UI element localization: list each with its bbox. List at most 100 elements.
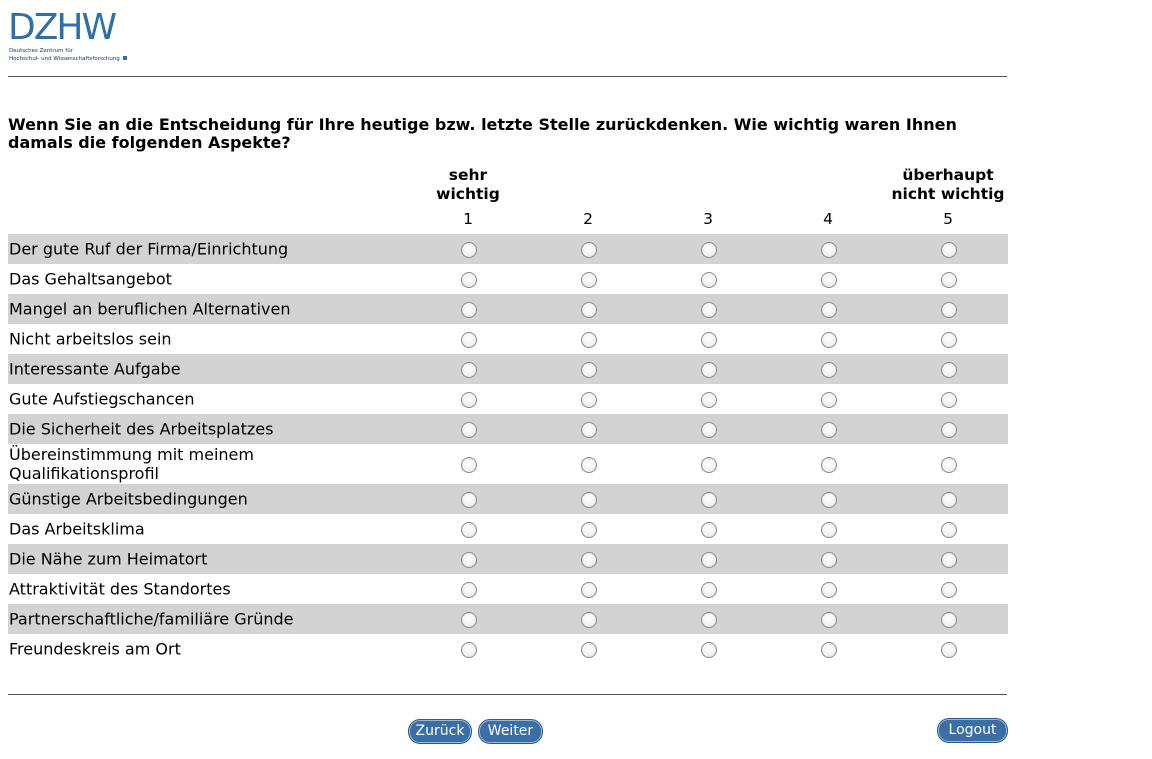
rating-radio-4[interactable]	[821, 457, 837, 473]
row-label: Mangel an beruflichen Alternativen	[9, 299, 291, 319]
rating-radio-2[interactable]	[581, 492, 597, 508]
question-text: Wenn Sie an die Entscheidung für Ihre he…	[8, 115, 957, 152]
scale-low-label: überhaupt nicht wichtig	[891, 166, 1005, 203]
rating-radio-2[interactable]	[581, 582, 597, 598]
rating-radio-1[interactable]	[461, 242, 477, 258]
row-label: Günstige Arbeitsbedingungen	[9, 489, 248, 509]
rating-radio-1[interactable]	[461, 332, 477, 348]
rating-radio-3[interactable]	[701, 362, 717, 378]
rating-radio-3[interactable]	[701, 242, 717, 258]
rating-radio-1[interactable]	[461, 522, 477, 538]
matrix-row: Partnerschaftliche/familiäre Gründe	[8, 604, 1008, 634]
back-button[interactable]: Zurück	[409, 720, 471, 743]
rating-radio-1[interactable]	[461, 552, 477, 568]
rating-radio-5[interactable]	[941, 422, 957, 438]
rating-radio-2[interactable]	[581, 272, 597, 288]
rating-radio-1[interactable]	[461, 272, 477, 288]
rating-radio-1[interactable]	[461, 362, 477, 378]
rating-radio-1[interactable]	[461, 392, 477, 408]
row-label: Partnerschaftliche/familiäre Gründe	[9, 609, 294, 629]
rating-radio-2[interactable]	[581, 552, 597, 568]
rating-radio-1[interactable]	[461, 612, 477, 628]
next-button[interactable]: Weiter	[479, 720, 542, 743]
matrix-row: Die Nähe zum Heimatort	[8, 544, 1008, 574]
rating-radio-4[interactable]	[821, 242, 837, 258]
logo-subtitle-line2: Hochschul- und Wissenschaftsforschung	[9, 55, 120, 62]
rating-radio-4[interactable]	[821, 332, 837, 348]
footer-divider	[8, 694, 1007, 695]
rating-radio-2[interactable]	[581, 362, 597, 378]
rating-radio-5[interactable]	[941, 332, 957, 348]
rating-radio-1[interactable]	[461, 492, 477, 508]
rating-radio-4[interactable]	[821, 492, 837, 508]
rating-radio-5[interactable]	[941, 492, 957, 508]
rating-radio-2[interactable]	[581, 302, 597, 318]
rating-radio-3[interactable]	[701, 457, 717, 473]
dzhw-logo: DZHW Deutsches Zentrum für Hochschul- un…	[8, 10, 140, 66]
rating-radio-3[interactable]	[701, 582, 717, 598]
rating-radio-4[interactable]	[821, 272, 837, 288]
rating-radio-4[interactable]	[821, 612, 837, 628]
rating-radio-3[interactable]	[701, 552, 717, 568]
rating-radio-5[interactable]	[941, 642, 957, 658]
rating-radio-4[interactable]	[821, 582, 837, 598]
rating-radio-5[interactable]	[941, 522, 957, 538]
matrix-row: Die Sicherheit des Arbeitsplatzes	[8, 414, 1008, 444]
rating-radio-3[interactable]	[701, 332, 717, 348]
rating-radio-5[interactable]	[941, 552, 957, 568]
row-label: Die Nähe zum Heimatort	[9, 549, 208, 569]
rating-radio-5[interactable]	[941, 457, 957, 473]
rating-radio-5[interactable]	[941, 392, 957, 408]
rating-radio-2[interactable]	[581, 642, 597, 658]
scale-number-4: 4	[823, 210, 833, 228]
rating-radio-4[interactable]	[821, 642, 837, 658]
rating-radio-1[interactable]	[461, 422, 477, 438]
rating-radio-2[interactable]	[581, 522, 597, 538]
rating-radio-4[interactable]	[821, 552, 837, 568]
rating-radio-5[interactable]	[941, 612, 957, 628]
rating-radio-3[interactable]	[701, 492, 717, 508]
rating-radio-2[interactable]	[581, 242, 597, 258]
rating-radio-5[interactable]	[941, 302, 957, 318]
rating-radio-3[interactable]	[701, 612, 717, 628]
rating-radio-3[interactable]	[701, 392, 717, 408]
rating-matrix: Der gute Ruf der Firma/Einrichtung Das Ge…	[8, 234, 1008, 664]
rating-radio-1[interactable]	[461, 642, 477, 658]
rating-radio-5[interactable]	[941, 242, 957, 258]
rating-radio-3[interactable]	[701, 272, 717, 288]
row-label: Gute Aufstiegschancen	[9, 389, 195, 409]
matrix-row: Attraktivität des Standortes	[8, 574, 1008, 604]
scale-number-5: 5	[943, 210, 953, 228]
rating-radio-3[interactable]	[701, 642, 717, 658]
rating-radio-3[interactable]	[701, 522, 717, 538]
matrix-row: Mangel an beruflichen Alternativen	[8, 294, 1008, 324]
rating-radio-2[interactable]	[581, 422, 597, 438]
rating-radio-4[interactable]	[821, 392, 837, 408]
rating-radio-4[interactable]	[821, 522, 837, 538]
logo-wordmark: DZHW	[8, 7, 117, 48]
logo-subtitle: Deutsches Zentrum für Hochschul- und Wis…	[9, 48, 127, 63]
matrix-row: Das Gehaltsangebot	[8, 264, 1008, 294]
rating-radio-5[interactable]	[941, 362, 957, 378]
rating-radio-2[interactable]	[581, 457, 597, 473]
rating-radio-3[interactable]	[701, 302, 717, 318]
rating-radio-4[interactable]	[821, 302, 837, 318]
rating-radio-5[interactable]	[941, 272, 957, 288]
rating-radio-5[interactable]	[941, 582, 957, 598]
header-divider	[8, 76, 1007, 77]
rating-radio-1[interactable]	[461, 302, 477, 318]
row-label: Nicht arbeitslos sein	[9, 329, 172, 349]
row-label: Übereinstimmung mit meinem Qualifikation…	[9, 445, 254, 483]
row-label: Interessante Aufgabe	[9, 359, 181, 379]
logout-button[interactable]: Logout	[938, 719, 1007, 742]
rating-radio-1[interactable]	[461, 457, 477, 473]
scale-number-3: 3	[703, 210, 713, 228]
rating-radio-2[interactable]	[581, 332, 597, 348]
rating-radio-2[interactable]	[581, 392, 597, 408]
rating-radio-4[interactable]	[821, 362, 837, 378]
rating-radio-1[interactable]	[461, 582, 477, 598]
scale-number-2: 2	[583, 210, 593, 228]
rating-radio-2[interactable]	[581, 612, 597, 628]
rating-radio-3[interactable]	[701, 422, 717, 438]
rating-radio-4[interactable]	[821, 422, 837, 438]
